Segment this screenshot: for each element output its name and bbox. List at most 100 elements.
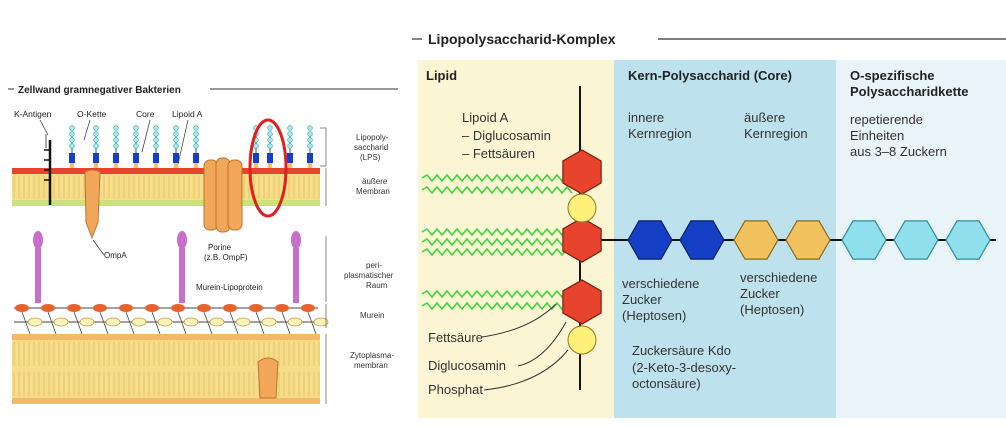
label-lps-3: (LPS) bbox=[360, 153, 381, 162]
heptose-hexagon bbox=[627, 220, 673, 260]
label-lps-2: saccharid bbox=[354, 143, 388, 152]
kdo-line-2: (2-Keto-3-desoxy- bbox=[632, 360, 736, 375]
murein-peptide bbox=[203, 311, 213, 335]
core-sugar bbox=[267, 153, 273, 163]
o-chain-sugar bbox=[267, 137, 273, 143]
kdo-sugar bbox=[308, 163, 312, 168]
murein-peptide bbox=[255, 311, 265, 335]
o-chain-sugar bbox=[173, 143, 179, 149]
o-chain-sugar bbox=[69, 131, 75, 137]
kdo-sugar bbox=[288, 163, 292, 168]
label-peri-2: plasmatischer bbox=[344, 271, 394, 280]
murein-sugar bbox=[93, 304, 107, 312]
core-sugar bbox=[113, 153, 119, 163]
o-chain-sugar bbox=[307, 131, 313, 137]
legend-pointer-diglucosamine bbox=[517, 321, 567, 367]
murein-sugar bbox=[313, 317, 329, 327]
cytoplasmic-membrane-heads-bottom bbox=[12, 398, 320, 404]
fatty-acid-chain bbox=[421, 289, 573, 299]
murein-sugar bbox=[301, 304, 315, 312]
core-sugar bbox=[93, 153, 99, 163]
core-sugar bbox=[153, 153, 159, 163]
label-outer-2: Membran bbox=[356, 187, 390, 196]
o-chain-sugar bbox=[93, 143, 99, 149]
o-chain-sugar bbox=[193, 143, 199, 149]
o-chain-sugar bbox=[193, 125, 199, 131]
murein-peptide bbox=[151, 311, 161, 335]
murein-sugar bbox=[27, 317, 43, 327]
o-chain-hexagon bbox=[945, 220, 991, 260]
murein-sugar bbox=[223, 304, 237, 312]
o-chain-sugar bbox=[133, 131, 139, 137]
diglucosamine-hexagon bbox=[562, 279, 602, 325]
o-chain-sugar bbox=[113, 143, 119, 149]
left-panel: Zellwand gramnegativer Bakterien K-Antig… bbox=[8, 85, 398, 404]
o-chain-sugar bbox=[153, 143, 159, 149]
header-ospec-2: Polysaccharidkette bbox=[850, 84, 969, 99]
core-outer-2: Kernregion bbox=[744, 126, 808, 141]
ochain-line-3: aus 3–8 Zuckern bbox=[850, 144, 947, 159]
kdo-sugar bbox=[154, 163, 158, 168]
murein-sugar bbox=[119, 304, 133, 312]
core-inner-1: innere bbox=[628, 110, 664, 125]
o-chain-sugar bbox=[267, 131, 273, 137]
o-chain-sugar bbox=[307, 143, 313, 149]
sugars-b-line-3: (Heptosen) bbox=[740, 302, 804, 317]
core-sugar bbox=[133, 153, 139, 163]
o-chain-sugar bbox=[287, 125, 293, 131]
membrane-protein bbox=[257, 357, 279, 399]
murein-peptide bbox=[307, 311, 317, 335]
o-chain-sugar bbox=[93, 125, 99, 131]
fatty-acid-chain bbox=[421, 227, 573, 237]
o-chain-hexagon bbox=[893, 220, 939, 260]
legend-phosphate: Phosphat bbox=[428, 382, 483, 397]
ochain-line-2: Einheiten bbox=[850, 128, 904, 143]
kdo-line-1: Zuckersäure Kdo bbox=[632, 343, 731, 358]
murein-lipoproteins bbox=[33, 231, 301, 303]
phosphate-circle bbox=[567, 325, 597, 355]
label-peri-3: Raum bbox=[366, 281, 388, 290]
o-chain-sugar bbox=[193, 137, 199, 143]
outer-membrane-inner-leaflet bbox=[12, 200, 320, 206]
lipoid-a-line-3: – Fettsäuren bbox=[462, 146, 535, 161]
fatty-acid-chain bbox=[421, 173, 573, 183]
sugars-b-line-1: verschiedene bbox=[740, 270, 817, 285]
kdo-hexagon bbox=[785, 220, 831, 260]
fatty-acid-chain bbox=[421, 185, 573, 195]
kdo-sugar bbox=[134, 163, 138, 168]
heptose-hexagon bbox=[679, 220, 725, 260]
lipoid-a-line-2: – Diglucosamin bbox=[462, 128, 551, 143]
kdo-sugar bbox=[194, 163, 198, 168]
murein-sugar bbox=[261, 317, 277, 327]
label-murein: Murein bbox=[360, 311, 384, 320]
murein-sugar bbox=[15, 304, 29, 312]
o-chain-sugar bbox=[267, 143, 273, 149]
o-chain-sugar bbox=[173, 125, 179, 131]
kdo-sugar bbox=[254, 163, 258, 168]
o-chain-sugar bbox=[287, 143, 293, 149]
sugars-a-line-3: (Heptosen) bbox=[622, 308, 686, 323]
murein-sugar bbox=[197, 304, 211, 312]
label-porine-ompf: (z.B. OmpF) bbox=[204, 253, 248, 262]
o-chain-sugar bbox=[173, 137, 179, 143]
o-chain-sugar bbox=[93, 131, 99, 137]
murein-peptide bbox=[229, 311, 239, 335]
label-k-antigen: K-Antigen bbox=[14, 109, 52, 119]
header-core: Kern-Polysaccharid (Core) bbox=[628, 68, 792, 83]
lipoid-a-line-1: Lipoid A bbox=[462, 110, 509, 125]
o-chain-sugar bbox=[69, 143, 75, 149]
o-chain-hexagon bbox=[841, 220, 887, 260]
core-outer-1: äußere bbox=[744, 110, 785, 125]
legend-pointer-phosphate bbox=[483, 349, 569, 391]
core-sugar bbox=[307, 153, 313, 163]
murein-layer bbox=[14, 304, 329, 335]
fatty-acid-chain bbox=[421, 247, 573, 257]
core-sugar bbox=[253, 153, 259, 163]
kdo-sugar bbox=[268, 163, 272, 168]
sugars-b-line-2: Zucker bbox=[740, 286, 780, 301]
o-chain-sugar bbox=[307, 137, 313, 143]
phosphate-circle bbox=[567, 193, 597, 223]
kdo-line-3: octonsäure) bbox=[632, 376, 701, 391]
fatty-acid-chains bbox=[421, 173, 573, 311]
